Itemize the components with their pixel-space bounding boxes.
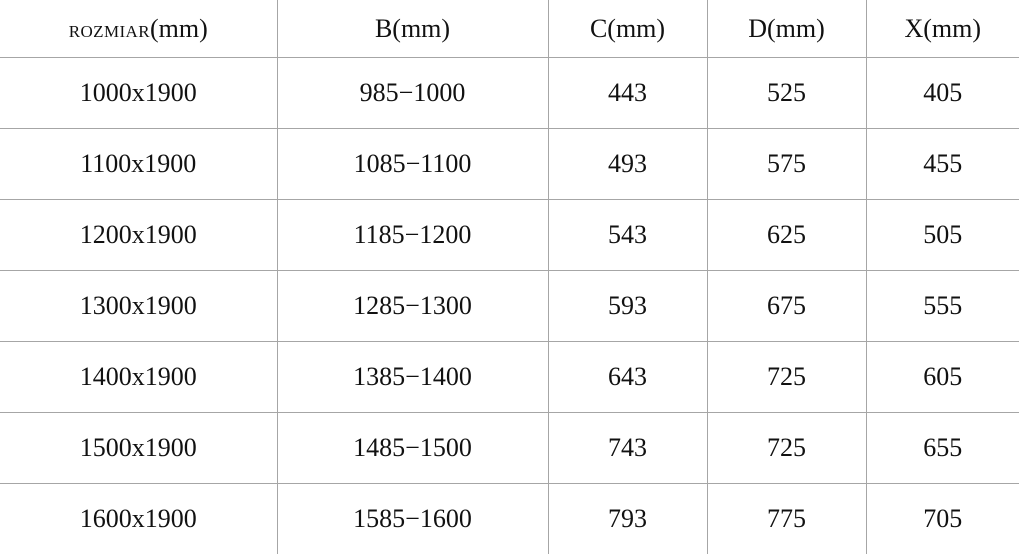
column-header-b: B(mm): [277, 0, 548, 58]
cell-x: 655: [866, 413, 1019, 484]
cell-c: 743: [548, 413, 707, 484]
cell-x: 705: [866, 484, 1019, 554]
cell-d: 725: [707, 413, 866, 484]
cell-size: 1000x1900: [0, 58, 277, 129]
cell-c: 593: [548, 271, 707, 342]
column-header-x: X(mm): [866, 0, 1019, 58]
cell-c: 443: [548, 58, 707, 129]
cell-x: 605: [866, 342, 1019, 413]
cell-d: 625: [707, 200, 866, 271]
column-header-d-name: D: [748, 14, 767, 43]
cell-x: 555: [866, 271, 1019, 342]
column-header-c: C(mm): [548, 0, 707, 58]
cell-d: 675: [707, 271, 866, 342]
column-header-c-name: C: [590, 14, 607, 43]
column-header-x-name: X: [904, 14, 923, 43]
table-row: 1600x1900 1585−1600 793 775 705: [0, 484, 1019, 554]
table-header-row: ROZMIAR(mm) B(mm) C(mm) D(mm) X(mm): [0, 0, 1019, 58]
column-header-d-unit: (mm): [767, 14, 825, 43]
cell-size: 1200x1900: [0, 200, 277, 271]
cell-d: 775: [707, 484, 866, 554]
table-row: 1200x1900 1185−1200 543 625 505: [0, 200, 1019, 271]
cell-d: 525: [707, 58, 866, 129]
cell-d: 725: [707, 342, 866, 413]
cell-size: 1100x1900: [0, 129, 277, 200]
cell-size: 1600x1900: [0, 484, 277, 554]
cell-size: 1300x1900: [0, 271, 277, 342]
cell-x: 405: [866, 58, 1019, 129]
table-row: 1300x1900 1285−1300 593 675 555: [0, 271, 1019, 342]
column-header-rozmiar-name: ROZMIAR: [69, 22, 150, 41]
cell-b: 1185−1200: [277, 200, 548, 271]
column-header-d: D(mm): [707, 0, 866, 58]
table-body: 1000x1900 985−1000 443 525 405 1100x1900…: [0, 58, 1019, 554]
table-row: 1400x1900 1385−1400 643 725 605: [0, 342, 1019, 413]
column-header-rozmiar: ROZMIAR(mm): [0, 0, 277, 58]
cell-d: 575: [707, 129, 866, 200]
cell-size: 1500x1900: [0, 413, 277, 484]
table-row: 1100x1900 1085−1100 493 575 455: [0, 129, 1019, 200]
cell-b: 1485−1500: [277, 413, 548, 484]
cell-c: 493: [548, 129, 707, 200]
cell-c: 793: [548, 484, 707, 554]
cell-b: 1085−1100: [277, 129, 548, 200]
table-row: 1000x1900 985−1000 443 525 405: [0, 58, 1019, 129]
cell-b: 1385−1400: [277, 342, 548, 413]
cell-b: 985−1000: [277, 58, 548, 129]
table-header: ROZMIAR(mm) B(mm) C(mm) D(mm) X(mm): [0, 0, 1019, 58]
column-header-b-unit: (mm): [392, 14, 450, 43]
column-header-b-name: B: [375, 14, 392, 43]
cell-size: 1400x1900: [0, 342, 277, 413]
column-header-rozmiar-unit: (mm): [150, 14, 208, 43]
cell-x: 455: [866, 129, 1019, 200]
cell-b: 1285−1300: [277, 271, 548, 342]
cell-c: 543: [548, 200, 707, 271]
cell-x: 505: [866, 200, 1019, 271]
column-header-c-unit: (mm): [607, 14, 665, 43]
cell-c: 643: [548, 342, 707, 413]
column-header-x-unit: (mm): [923, 14, 981, 43]
table-row: 1500x1900 1485−1500 743 725 655: [0, 413, 1019, 484]
cell-b: 1585−1600: [277, 484, 548, 554]
